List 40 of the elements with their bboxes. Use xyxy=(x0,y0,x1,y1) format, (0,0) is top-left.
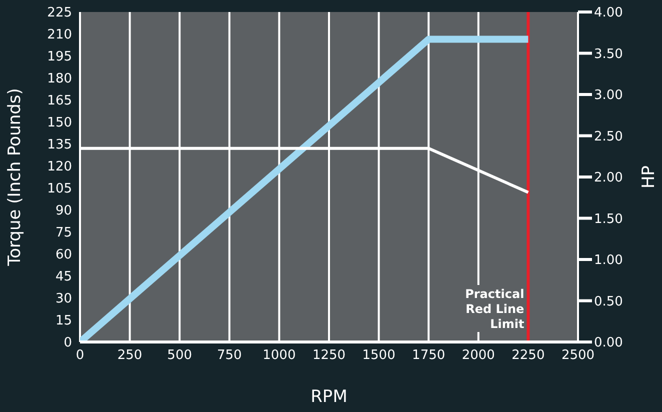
y2-tick-label: 3.00 xyxy=(594,88,623,104)
y2-tick-label: 2.00 xyxy=(594,170,623,186)
y-tick-label: 45 xyxy=(55,270,72,285)
x-tick-label: 1000 xyxy=(262,348,296,364)
y-tick-label: 225 xyxy=(47,6,72,21)
y2-axis-title: HP xyxy=(639,165,660,189)
y-tick-label: 150 xyxy=(47,116,72,131)
x-tick-label: 500 xyxy=(167,348,192,364)
x-tick-label: 1250 xyxy=(312,348,346,364)
y2-tick-label: 4.00 xyxy=(594,6,623,21)
y-tick-label: 165 xyxy=(47,94,72,109)
y2-tick-label: 1.50 xyxy=(594,212,623,227)
y-tick-label: 60 xyxy=(55,248,72,263)
y-tick-label: 105 xyxy=(47,182,72,197)
y2-tick-label: 0.50 xyxy=(594,294,623,310)
y-tick-label: 195 xyxy=(47,50,72,65)
y-tick-label: 15 xyxy=(55,314,72,329)
y-axis-title: Torque (Inch Pounds) xyxy=(5,88,26,267)
y2-tick-label: 3.50 xyxy=(594,46,623,62)
y-tick-label: 210 xyxy=(47,28,72,43)
ref-line-label: Practical Red Line Limit xyxy=(465,287,524,331)
y-tick-label: 75 xyxy=(55,226,72,241)
x-tick-label: 2000 xyxy=(462,348,495,364)
y2-tick-label: 1.00 xyxy=(594,253,623,268)
x-tick-label: 750 xyxy=(216,348,242,364)
y-tick-label: 0 xyxy=(64,336,72,351)
x-tick-label: 1750 xyxy=(412,348,446,364)
x-tick-label: 1500 xyxy=(362,348,396,364)
x-tick-label: 0 xyxy=(76,348,84,364)
y2-tick-label: 0.00 xyxy=(594,336,623,351)
y-tick-label: 90 xyxy=(55,204,72,219)
y-tick-label: 120 xyxy=(47,160,72,175)
y-tick-label: 30 xyxy=(55,292,72,307)
x-tick-label: 2500 xyxy=(561,348,595,364)
x-axis-title: RPM xyxy=(310,387,348,407)
y-tick-label: 180 xyxy=(47,72,72,87)
y2-tick-label: 2.50 xyxy=(594,129,623,144)
x-tick-label: 250 xyxy=(117,348,142,364)
y-tick-label: 135 xyxy=(47,138,72,153)
x-tick-label: 2250 xyxy=(512,348,545,364)
